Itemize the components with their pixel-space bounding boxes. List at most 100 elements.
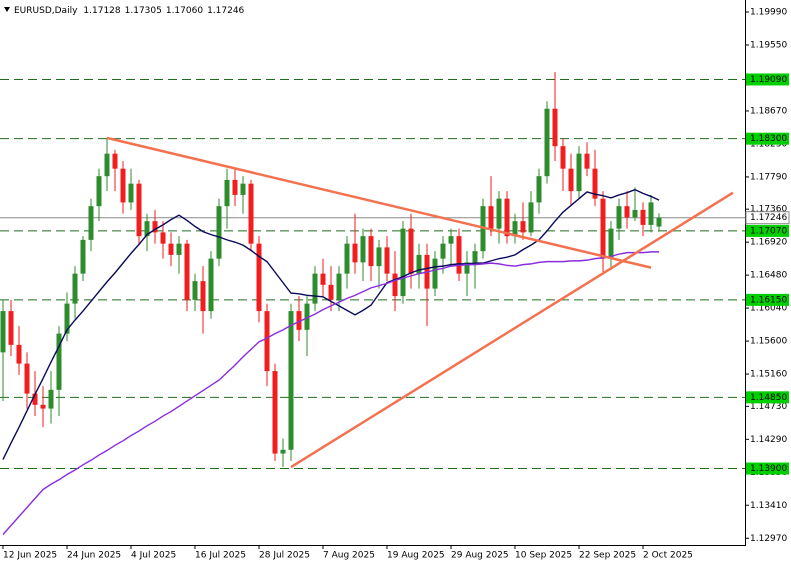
candle-body xyxy=(56,333,62,390)
candle-body xyxy=(576,153,582,192)
candle-body xyxy=(544,108,550,177)
candle-body xyxy=(184,243,190,300)
candle-body xyxy=(656,217,662,227)
candle-body xyxy=(592,168,598,199)
candle-body xyxy=(288,311,294,450)
candle-body xyxy=(320,273,326,285)
candle-body xyxy=(16,344,22,364)
candle-body xyxy=(256,243,262,312)
candle-body xyxy=(32,393,38,405)
candle-body xyxy=(520,221,526,233)
candle-body xyxy=(248,183,254,244)
high-label: 1.17305 xyxy=(125,6,162,16)
level-box xyxy=(746,73,789,86)
level-box xyxy=(746,132,789,145)
x-tick-label: 16 Jul 2025 xyxy=(195,551,246,561)
candle-body xyxy=(352,243,358,263)
y-tick-label: 1.14290 xyxy=(750,435,787,445)
low-label: 1.17060 xyxy=(166,6,203,16)
x-tick-label: 29 Aug 2025 xyxy=(451,551,509,561)
candle-body xyxy=(528,202,534,233)
x-tick-label: 19 Aug 2025 xyxy=(387,551,445,561)
candle-body xyxy=(616,206,622,229)
x-tick-label: 2 Oct 2025 xyxy=(643,551,693,561)
level-label: 1.16150 xyxy=(750,295,787,305)
candle-body xyxy=(624,206,630,218)
menu-arrow[interactable] xyxy=(4,7,10,12)
candle-body xyxy=(208,258,214,312)
candle-body xyxy=(408,228,414,274)
close-label: 1.17246 xyxy=(207,6,244,16)
y-tick-label: 1.17790 xyxy=(750,172,787,182)
candle-body xyxy=(368,236,374,267)
candle-body xyxy=(560,146,566,169)
open-label: 1.17128 xyxy=(83,6,120,16)
candle-body xyxy=(448,236,454,244)
candle-body xyxy=(464,262,470,274)
x-tick-label: 7 Aug 2025 xyxy=(323,551,375,561)
candle-body xyxy=(264,311,270,372)
candle-body xyxy=(80,239,86,274)
moving-average xyxy=(2,188,660,460)
candle-body xyxy=(88,206,94,240)
y-tick-label: 1.15160 xyxy=(750,370,787,380)
x-tick-label: 10 Sep 2025 xyxy=(515,551,572,561)
y-tick-label: 1.18670 xyxy=(750,106,787,116)
candle-body xyxy=(72,273,78,304)
candle-body xyxy=(304,303,310,330)
candle-body xyxy=(136,183,142,237)
candle-body xyxy=(392,273,398,297)
candle-body xyxy=(416,254,422,274)
candle-body xyxy=(472,251,478,263)
candle-body xyxy=(48,389,54,409)
header: EURUSD,Daily 1.17128 1.17305 1.17060 1.17246 xyxy=(14,6,245,16)
y-tick-label: 1.16040 xyxy=(750,304,787,314)
x-tick-label: 12 Jun 2025 xyxy=(3,551,57,561)
candle-body xyxy=(608,228,614,259)
candle-body xyxy=(168,243,174,255)
candle-body xyxy=(488,206,494,229)
candle-body xyxy=(536,176,542,203)
candle-body xyxy=(192,281,198,300)
level-label: 1.13900 xyxy=(750,464,787,474)
candle-body xyxy=(456,236,462,274)
candle-body xyxy=(232,179,238,195)
candle-body xyxy=(0,311,6,353)
last-price-label: 1.17246 xyxy=(750,213,787,223)
y-tick-label: 1.12970 xyxy=(750,534,787,544)
level-box xyxy=(746,224,789,237)
candle-body xyxy=(432,258,438,289)
level-label: 1.19090 xyxy=(750,75,787,85)
candle-body xyxy=(344,243,350,274)
candle-body xyxy=(504,198,510,237)
candle-body xyxy=(496,198,502,229)
candle-body xyxy=(120,168,126,203)
y-tick-label: 1.19990 xyxy=(750,7,787,17)
y-tick-label: 1.15600 xyxy=(750,337,787,347)
moving-average xyxy=(2,251,659,535)
symbol: EURUSD,Daily xyxy=(14,6,78,16)
candle-body xyxy=(152,221,158,233)
level-label: 1.18300 xyxy=(750,134,787,144)
candle-body xyxy=(224,179,230,207)
candle-body xyxy=(376,247,382,267)
level-box xyxy=(746,462,789,475)
candle-body xyxy=(176,243,182,255)
level-box xyxy=(746,391,789,404)
candle-body xyxy=(280,449,286,454)
x-tick-label: 28 Jul 2025 xyxy=(259,551,310,561)
candle-body xyxy=(272,371,278,454)
x-tick-label: 22 Sep 2025 xyxy=(579,551,636,561)
candle-body xyxy=(112,153,118,169)
candle-body xyxy=(648,202,654,225)
candle-body xyxy=(40,404,46,409)
candle-body xyxy=(96,176,102,207)
candle-body xyxy=(360,236,366,263)
candle-body xyxy=(312,273,318,304)
candle-body xyxy=(512,221,518,237)
last-price-box xyxy=(745,211,790,225)
y-tick-label: 1.17360 xyxy=(750,205,787,215)
candle-body xyxy=(8,311,14,345)
